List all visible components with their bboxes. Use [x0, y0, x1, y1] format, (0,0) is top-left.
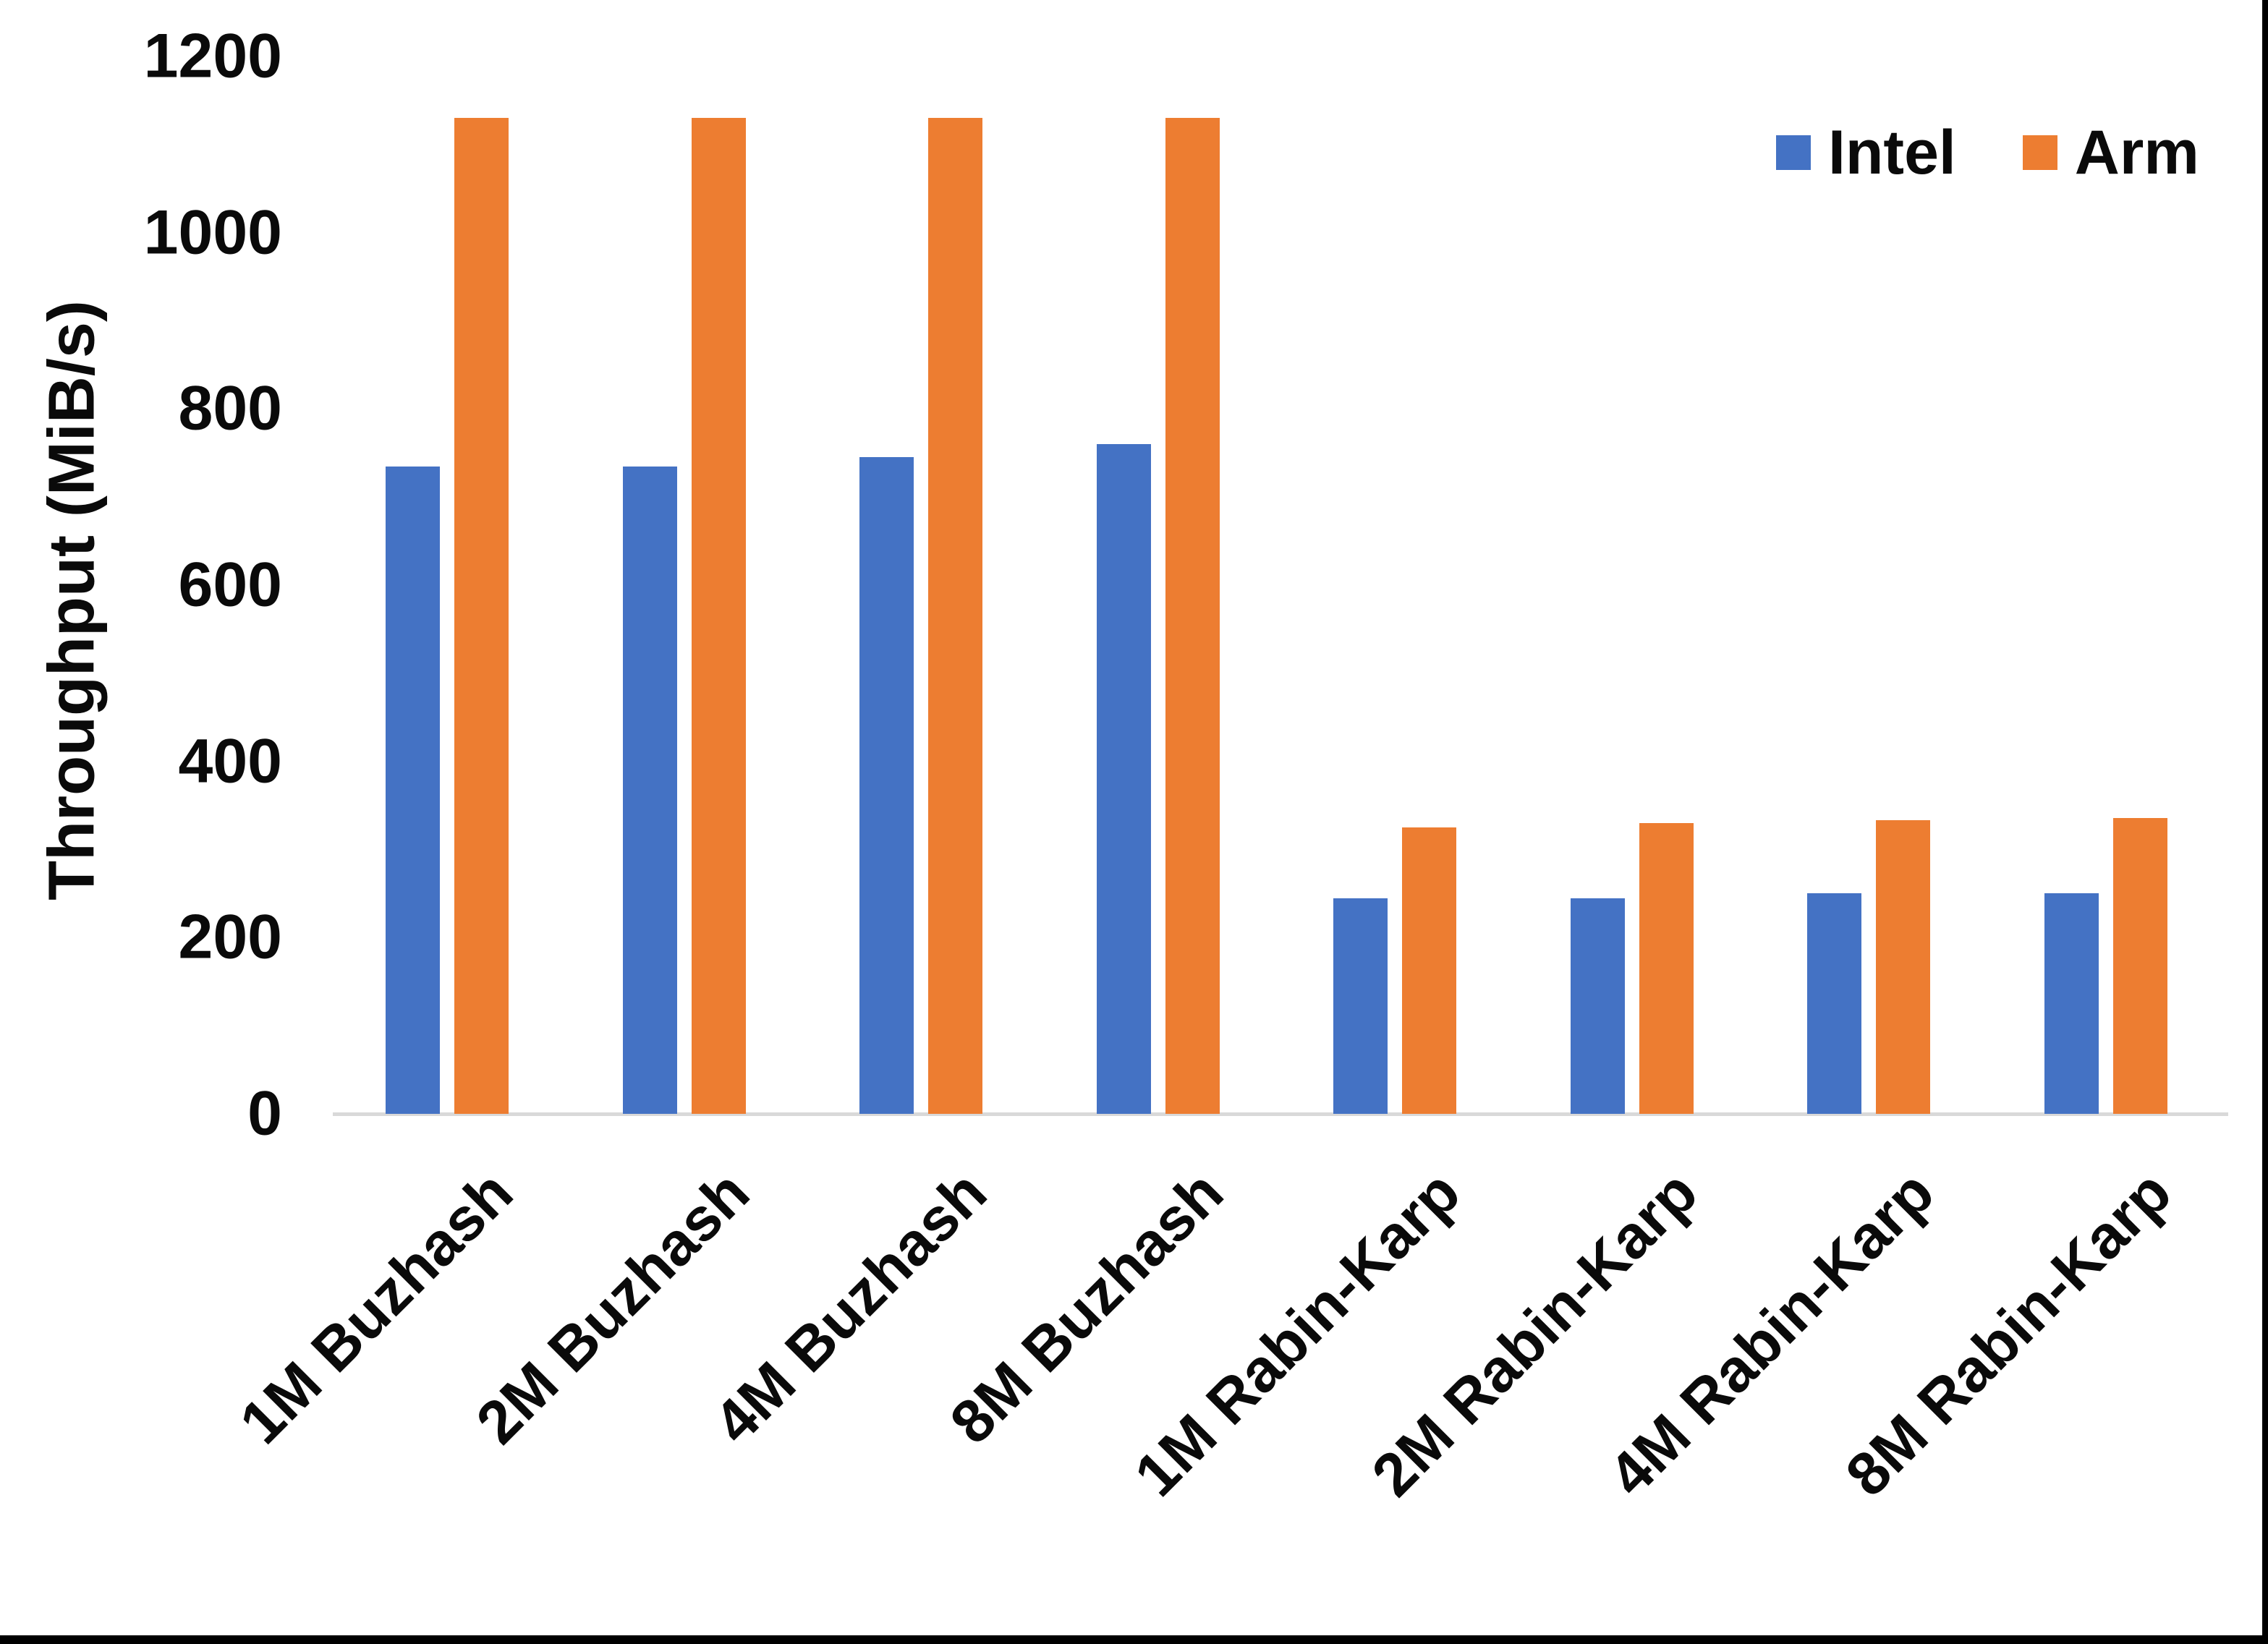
legend-item-intel: Intel	[1776, 122, 1956, 184]
bottom-border	[0, 1635, 2268, 1644]
bar-arm-1m-buzhash	[454, 118, 509, 1114]
bar-intel-4m-buzhash	[859, 457, 914, 1114]
bar-intel-8m-rabin-karp	[2044, 893, 2099, 1114]
bar-arm-2m-buzhash	[691, 118, 746, 1114]
y-axis-title: Throughput (MiB/s)	[35, 300, 109, 900]
y-tick-label-800: 800	[178, 373, 283, 443]
y-tick-label-1000: 1000	[143, 197, 282, 268]
bar-arm-2m-rabin-karp	[1639, 822, 1694, 1114]
bar-arm-8m-rabin-karp	[2112, 817, 2167, 1114]
y-tick-label-1200: 1200	[143, 21, 282, 91]
legend-swatch-arm	[2022, 135, 2057, 170]
y-tick-label-400: 400	[178, 726, 283, 796]
bar-intel-2m-rabin-karp	[1570, 898, 1625, 1114]
bar-intel-1m-rabin-karp	[1333, 898, 1388, 1114]
right-border	[2262, 0, 2268, 1644]
bar-intel-8m-buzhash	[1096, 444, 1151, 1114]
legend-label-arm: Arm	[2074, 118, 2199, 187]
legend-swatch-intel	[1776, 135, 1811, 170]
y-tick-label-600: 600	[178, 550, 283, 620]
legend: Intel Arm	[1776, 122, 2199, 184]
bar-arm-8m-buzhash	[1165, 118, 1220, 1114]
x-axis-line	[333, 1112, 2228, 1116]
bar-intel-2m-buzhash	[622, 466, 677, 1114]
bar-arm-1m-rabin-karp	[1402, 827, 1456, 1114]
legend-item-arm: Arm	[2022, 118, 2199, 187]
bar-arm-4m-rabin-karp	[1876, 820, 1930, 1114]
bar-intel-4m-rabin-karp	[1807, 893, 1861, 1114]
legend-label-intel: Intel	[1828, 118, 1956, 187]
y-tick-label-200: 200	[178, 902, 283, 972]
y-tick-label-0: 0	[247, 1078, 282, 1149]
bar-arm-4m-buzhash	[928, 118, 982, 1114]
bar-intel-1m-buzhash	[386, 466, 440, 1114]
